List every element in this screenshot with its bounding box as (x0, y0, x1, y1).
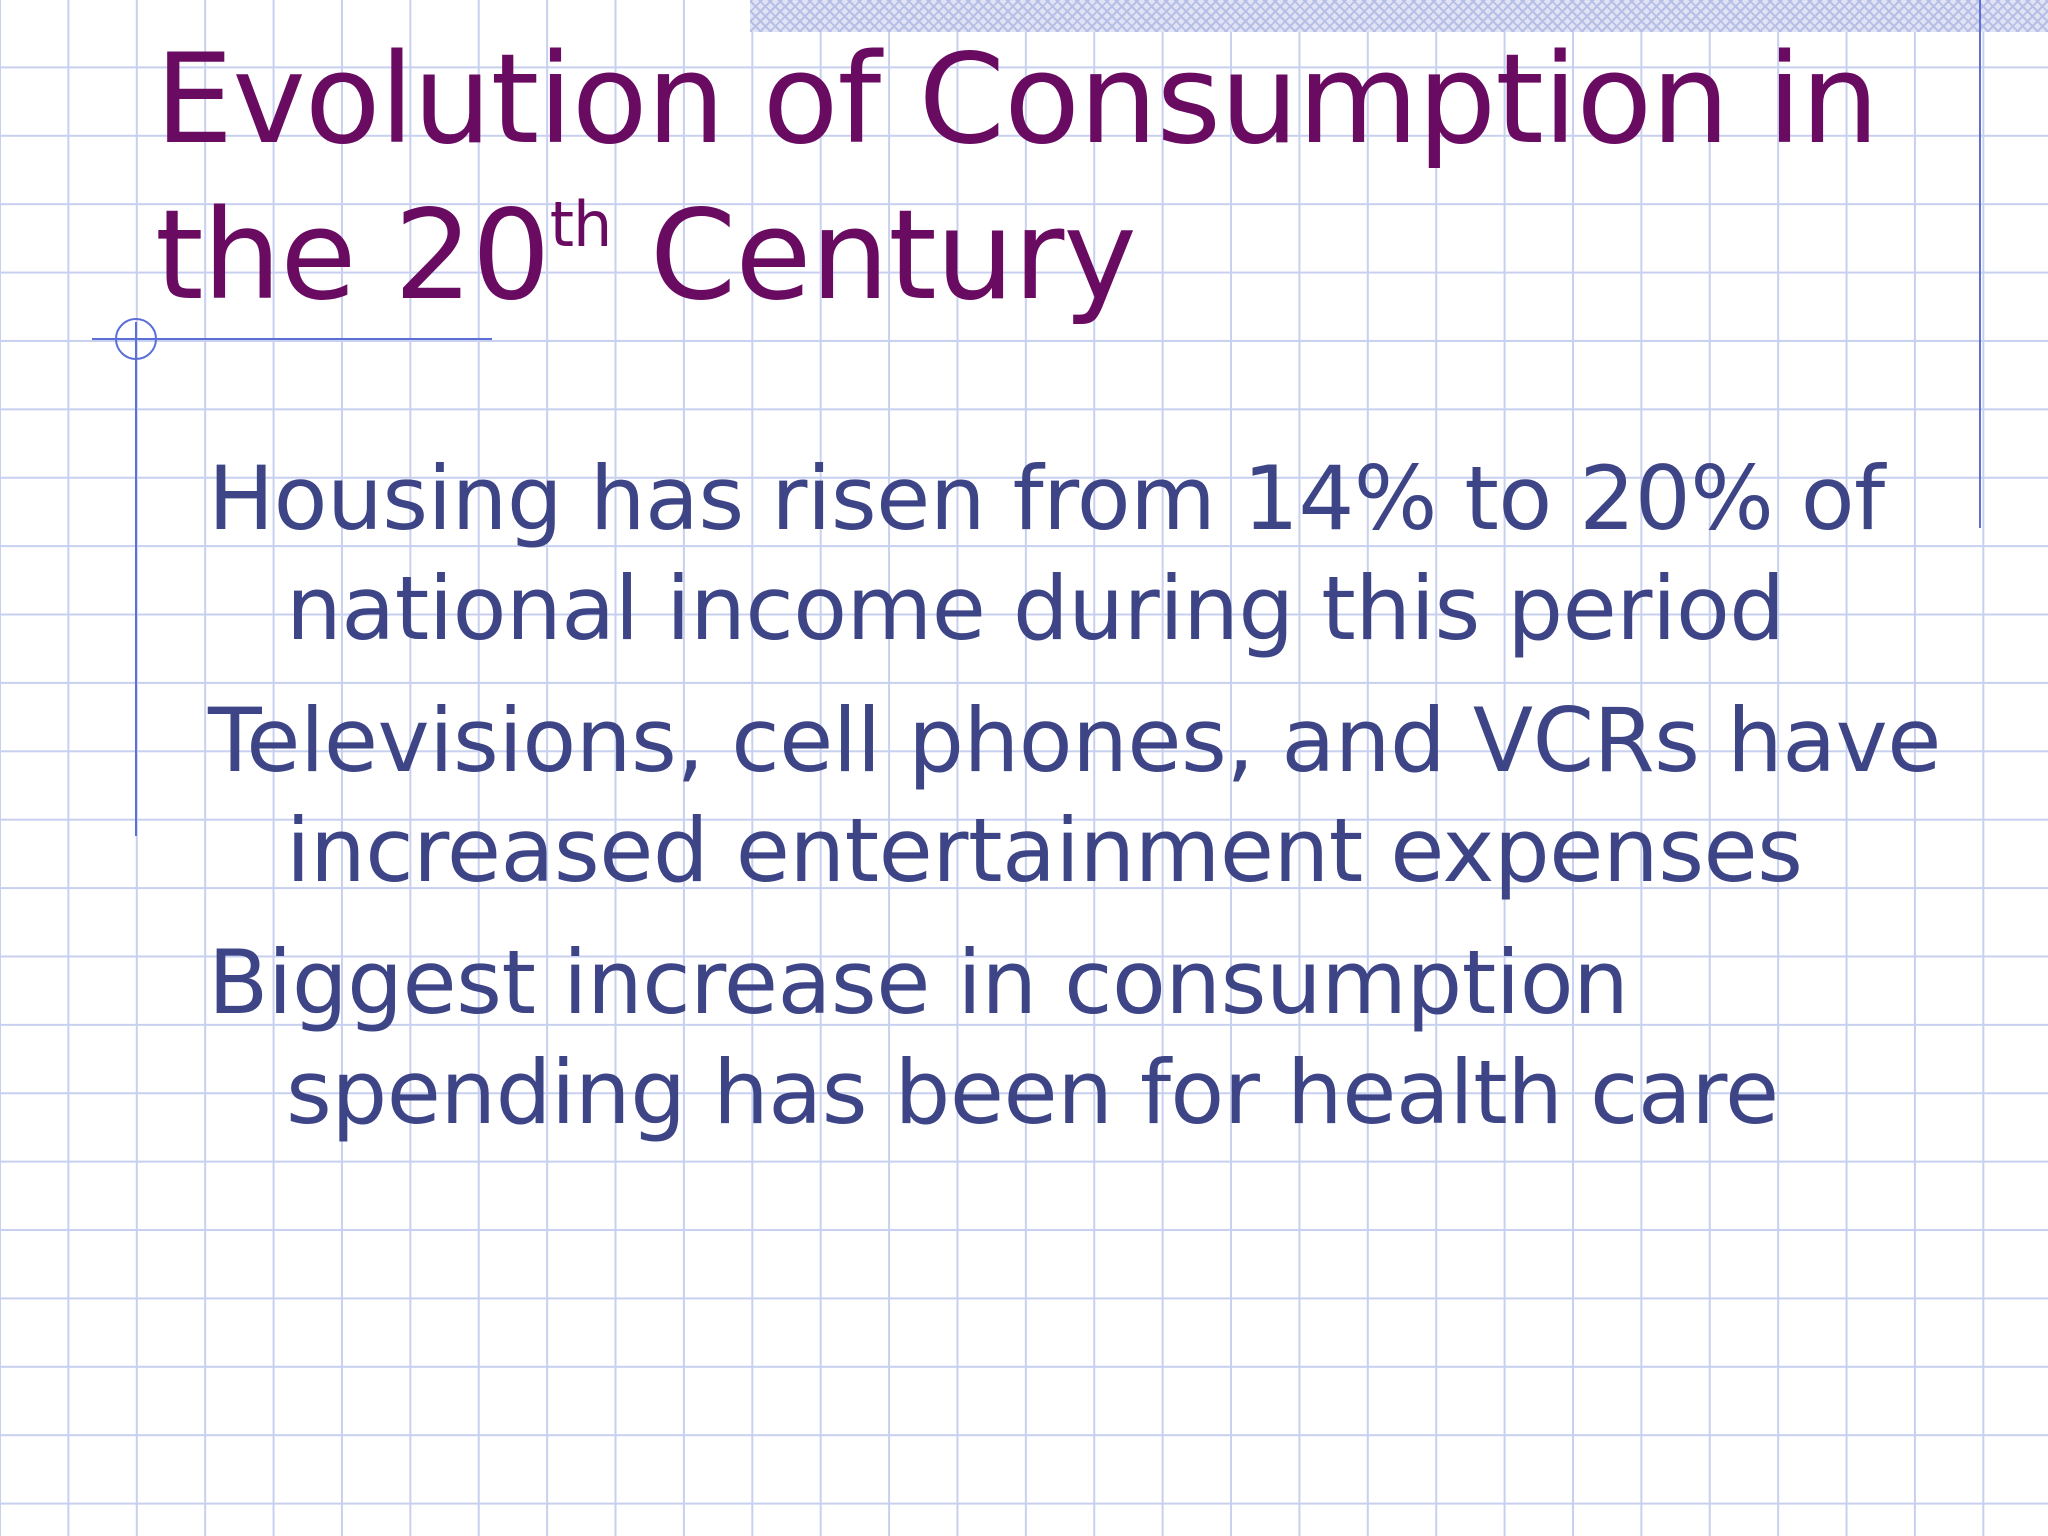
bullet-list: Housing has risen from 14% to 20% of nat… (208, 444, 2008, 1170)
left-vertical-rule (135, 322, 137, 836)
slide-title-line1: Evolution of Consumption in (155, 28, 1879, 172)
slide-title-line2-suffix: Century (611, 184, 1137, 328)
slide-title-line2-prefix: the 20 (155, 184, 551, 328)
bullet-item-housing: Housing has risen from 14% to 20% of nat… (208, 447, 1885, 660)
header-pattern-band (750, 0, 2048, 32)
bullet-item-health-care: Biggest increase in consumption spending… (208, 931, 1779, 1144)
slide-title: Evolution of Consumption in the 20th Cent… (155, 22, 1915, 355)
crosshair-circle-decoration (115, 318, 157, 360)
right-vertical-rule (1979, 0, 1981, 528)
slide-title-superscript: th (549, 188, 613, 261)
title-underline-rule (92, 338, 492, 340)
bullet-item-entertainment: Televisions, cell phones, and VCRs have … (208, 689, 1941, 902)
